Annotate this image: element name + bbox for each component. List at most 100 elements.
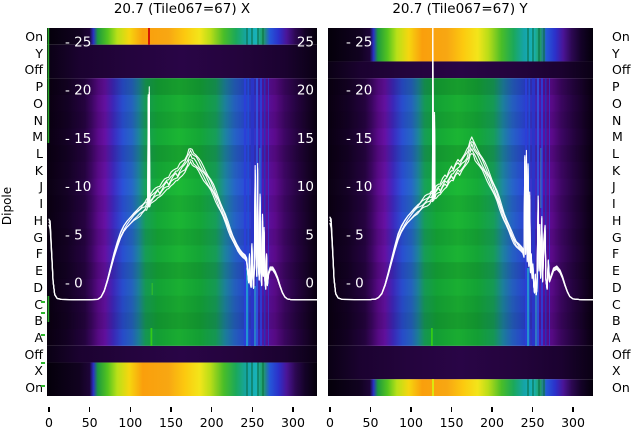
heatmap-panel-y: - 25 - 20 - 15 - 10 - 5 - 0: [328, 28, 593, 396]
svg-text:- 25: - 25: [65, 35, 91, 51]
heatmap-panel-x: - 25 25 - 20 20 - 15 15 - 10 10 - 5 5 - 0 0: [47, 28, 317, 396]
x-tick: [251, 407, 254, 412]
row-label: F: [35, 246, 43, 262]
row-label: M: [32, 129, 43, 145]
x-tick-label: 200: [199, 415, 224, 430]
x-tick-label: 250: [240, 415, 265, 430]
row-label: H: [612, 212, 622, 228]
row-label: M: [612, 129, 623, 145]
inner-tick-labels: - 25 - 20 - 15 - 10 - 5 - 0: [346, 35, 372, 292]
green-tick: [41, 312, 45, 314]
x-tick: [129, 407, 132, 412]
x-tick: [292, 407, 294, 412]
svg-text:- 10: - 10: [346, 179, 372, 195]
inner-tick-labels: - 25 25 - 20 20 - 15 15 - 10 10 - 5 5 - 0 0: [65, 35, 314, 292]
row-label: Y: [612, 45, 620, 61]
x-tick: [329, 407, 331, 412]
row-label: On: [612, 380, 630, 396]
row-label: E: [35, 263, 43, 279]
artifact-lines: [47, 28, 153, 346]
svg-text:- 10: - 10: [65, 179, 91, 195]
row-label: On: [25, 380, 43, 396]
svg-text:15: 15: [297, 131, 314, 147]
x-tick: [88, 407, 91, 412]
row-label: Off: [24, 346, 43, 362]
x-tick: [369, 407, 372, 412]
row-label: P: [612, 79, 620, 95]
svg-text:- 15: - 15: [65, 131, 91, 147]
row-label: N: [612, 112, 622, 128]
artifact-lines: [431, 328, 434, 396]
svg-text:- 20: - 20: [346, 83, 372, 99]
x-tick-label: 0: [326, 415, 334, 430]
x-tick: [491, 407, 493, 412]
row-label: A: [34, 329, 43, 345]
svg-text:- 5: - 5: [346, 227, 364, 243]
x-tick: [572, 407, 574, 412]
row-label: J: [39, 179, 43, 195]
row-label: I: [39, 196, 43, 212]
svg-text:10: 10: [297, 179, 314, 195]
row-label: K: [612, 162, 621, 178]
row-label: B: [612, 313, 621, 329]
row-label: X: [612, 363, 621, 379]
row-label: On: [612, 28, 630, 44]
x-tick-label: 0: [45, 415, 53, 430]
x-tick-label: 200: [480, 415, 504, 430]
row-label: H: [33, 212, 43, 228]
x-tick-label: 100: [399, 415, 423, 430]
row-label: I: [612, 196, 616, 212]
x-tick-label: 300: [561, 415, 585, 430]
svg-text:0: 0: [305, 276, 314, 292]
svg-text:- 0: - 0: [346, 276, 364, 292]
x-tick: [450, 407, 453, 412]
rfi-stripes: [244, 78, 269, 346]
row-label: Off: [24, 62, 43, 78]
row-label: L: [36, 145, 43, 161]
row-label: L: [612, 145, 619, 161]
row-label: Off: [612, 346, 631, 362]
x-tick: [531, 407, 534, 412]
x-tick-label: 50: [362, 415, 379, 430]
svg-text:- 25: - 25: [346, 35, 372, 51]
panel-x-title: 20.7 (Tile067=67) X: [113, 1, 251, 17]
x-tick: [210, 407, 213, 412]
x-tick-label: 100: [118, 415, 143, 430]
row-label: K: [34, 162, 43, 178]
row-label: F: [612, 246, 620, 262]
x-tick: [48, 407, 50, 412]
green-tick: [41, 301, 45, 303]
x-tick: [410, 407, 412, 412]
row-label: C: [34, 296, 43, 312]
row-label: P: [35, 79, 43, 95]
x-tick: [170, 407, 172, 412]
x-tick-label: 250: [520, 415, 545, 430]
row-label: E: [612, 263, 620, 279]
svg-text:- 15: - 15: [346, 131, 372, 147]
row-label: O: [612, 95, 622, 111]
x-tick-label: 300: [281, 415, 305, 430]
row-label: O: [33, 95, 43, 111]
row-label: X: [34, 363, 43, 379]
panel-y-title: 20.7 (Tile067=67) Y: [392, 1, 528, 17]
x-tick-label: 150: [439, 415, 464, 430]
spectrum-curve: [329, 28, 593, 301]
x-tick-label: 50: [81, 415, 98, 430]
row-label: A: [612, 329, 621, 345]
row-label: B: [34, 313, 43, 329]
green-tick: [41, 362, 45, 364]
svg-text:20: 20: [297, 83, 314, 99]
svg-text:25: 25: [297, 35, 314, 51]
green-tick: [41, 385, 45, 387]
row-label: G: [612, 229, 622, 245]
row-label: On: [25, 28, 43, 44]
row-label: Y: [35, 45, 43, 61]
row-label: N: [33, 112, 43, 128]
svg-text:5: 5: [305, 227, 314, 243]
green-tick: [41, 334, 45, 336]
svg-text:- 20: - 20: [65, 83, 91, 99]
row-label: D: [33, 279, 43, 295]
x-tick-label: 150: [159, 415, 183, 430]
row-label: D: [612, 279, 622, 295]
